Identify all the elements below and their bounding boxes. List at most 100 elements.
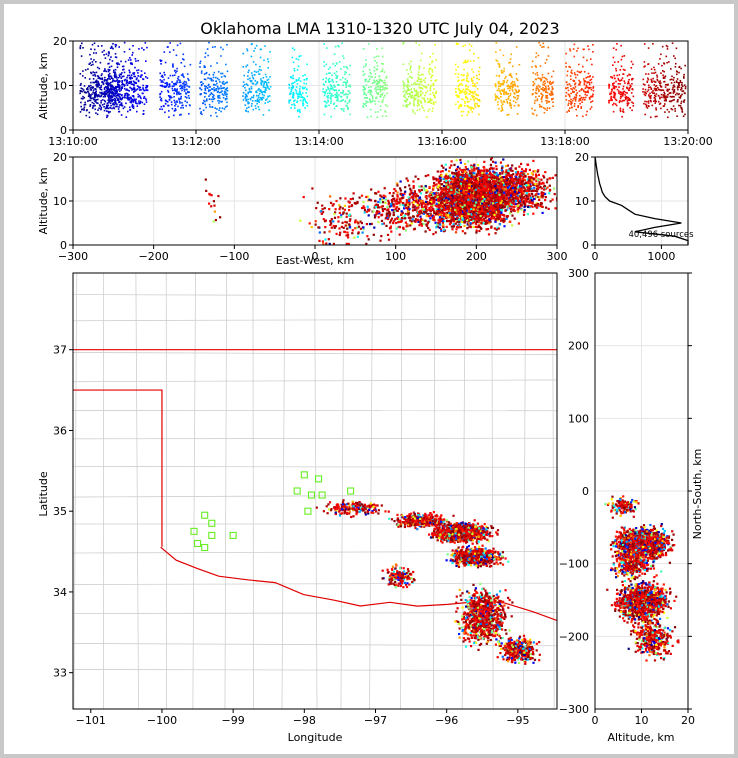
source-point bbox=[117, 108, 120, 110]
source-point bbox=[381, 94, 383, 96]
source-point bbox=[103, 106, 105, 108]
source-point bbox=[420, 81, 422, 84]
source-point bbox=[412, 83, 415, 85]
source-point bbox=[580, 106, 583, 108]
source-point bbox=[107, 91, 109, 94]
source-point bbox=[631, 78, 633, 81]
source-point bbox=[174, 82, 177, 85]
source-point bbox=[661, 96, 663, 99]
source-point bbox=[335, 62, 338, 64]
source-point bbox=[179, 102, 181, 104]
source-point bbox=[683, 100, 685, 102]
source-point bbox=[574, 83, 576, 86]
source-point bbox=[541, 96, 543, 98]
source-point bbox=[110, 75, 112, 78]
source-point bbox=[113, 75, 116, 77]
source-point bbox=[511, 90, 514, 92]
source-point bbox=[110, 104, 112, 107]
source-point bbox=[257, 94, 260, 97]
source-point bbox=[421, 88, 424, 90]
source-point bbox=[679, 95, 682, 98]
source-point bbox=[379, 90, 382, 93]
source-point bbox=[567, 102, 570, 105]
source-point bbox=[402, 43, 405, 45]
source-point bbox=[105, 106, 108, 108]
source-point bbox=[423, 97, 425, 100]
source-point bbox=[507, 98, 510, 100]
source-point bbox=[178, 100, 181, 103]
source-point bbox=[129, 82, 131, 84]
source-point bbox=[116, 95, 118, 97]
source-point bbox=[414, 112, 416, 115]
source-point bbox=[213, 71, 216, 74]
source-point bbox=[115, 105, 117, 108]
source-point bbox=[653, 80, 655, 83]
source-point bbox=[579, 98, 582, 100]
source-point bbox=[136, 102, 138, 105]
source-point bbox=[433, 184, 436, 187]
source-point bbox=[471, 182, 474, 185]
source-point bbox=[130, 83, 133, 85]
source-point bbox=[505, 216, 508, 219]
source-point bbox=[419, 74, 421, 77]
source-point bbox=[647, 78, 650, 81]
source-point bbox=[463, 91, 465, 94]
source-point bbox=[208, 89, 210, 91]
source-point bbox=[129, 86, 131, 89]
source-point bbox=[255, 83, 257, 86]
source-point bbox=[115, 87, 117, 90]
source-point bbox=[443, 220, 446, 223]
source-point bbox=[413, 95, 415, 97]
source-point bbox=[514, 85, 517, 87]
source-point bbox=[218, 109, 220, 111]
source-point bbox=[93, 71, 96, 74]
source-point bbox=[209, 98, 211, 101]
source-point bbox=[180, 113, 182, 116]
source-point bbox=[421, 105, 423, 107]
source-point bbox=[324, 106, 327, 108]
source-point bbox=[626, 97, 629, 99]
source-point bbox=[500, 96, 502, 98]
source-point bbox=[365, 64, 367, 67]
source-point bbox=[378, 82, 381, 84]
source-point bbox=[627, 96, 630, 99]
source-point bbox=[292, 74, 294, 77]
source-point bbox=[379, 78, 382, 81]
source-point bbox=[442, 217, 445, 221]
source-point bbox=[107, 104, 110, 107]
source-point bbox=[654, 115, 657, 118]
source-point bbox=[432, 91, 434, 94]
source-point bbox=[204, 56, 206, 58]
source-point bbox=[248, 69, 250, 72]
source-point bbox=[89, 62, 91, 64]
source-point bbox=[260, 48, 262, 51]
source-point bbox=[346, 67, 349, 70]
source-point bbox=[548, 88, 550, 91]
source-point bbox=[123, 87, 126, 90]
source-point bbox=[99, 88, 102, 90]
source-point bbox=[92, 105, 94, 107]
source-point bbox=[615, 80, 617, 83]
source-point bbox=[339, 95, 342, 98]
source-point bbox=[437, 188, 440, 191]
source-point bbox=[543, 84, 546, 86]
source-point bbox=[465, 61, 467, 64]
source-point bbox=[106, 89, 108, 92]
source-point bbox=[406, 99, 409, 101]
source-point bbox=[423, 79, 425, 81]
source-point bbox=[115, 80, 117, 82]
source-point bbox=[79, 84, 82, 86]
source-point bbox=[341, 99, 343, 102]
source-point bbox=[681, 111, 684, 113]
source-point bbox=[327, 97, 329, 99]
source-point bbox=[577, 105, 580, 107]
source-point bbox=[410, 97, 413, 99]
source-point bbox=[434, 43, 436, 46]
source-point bbox=[365, 102, 367, 105]
source-point bbox=[674, 108, 676, 110]
source-point bbox=[302, 87, 304, 90]
source-point bbox=[288, 99, 291, 102]
source-point bbox=[402, 90, 405, 93]
source-point bbox=[212, 79, 214, 82]
source-point bbox=[170, 101, 173, 103]
